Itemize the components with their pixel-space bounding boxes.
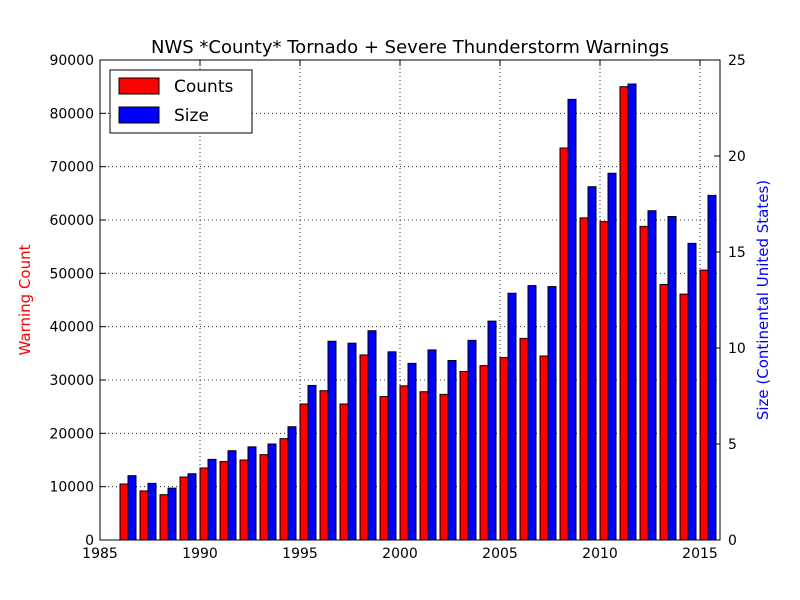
bar-counts <box>639 225 649 541</box>
bar-size <box>627 83 637 541</box>
y-left-tick-label: 70000 <box>49 160 94 176</box>
x-tick-label: 1995 <box>282 546 318 562</box>
bar-counts <box>679 293 689 541</box>
bar-size <box>687 242 697 541</box>
bar-counts <box>559 147 569 541</box>
bar-counts <box>599 221 609 541</box>
bar-counts <box>579 217 589 541</box>
bar-size <box>347 342 357 541</box>
y-axis-label-right: Size (Continental United States) <box>754 180 772 420</box>
y-left-tick-label: 0 <box>85 533 94 549</box>
bar-counts <box>419 391 429 541</box>
y-left-tick-label: 20000 <box>49 426 94 442</box>
bar-size <box>327 340 337 541</box>
x-tick-label: 2000 <box>382 546 418 562</box>
y-left-tick-label: 80000 <box>49 106 94 122</box>
bar-counts <box>399 385 409 541</box>
bar-size <box>207 458 217 541</box>
bar-counts <box>379 396 389 541</box>
bar-size <box>487 320 497 541</box>
bar-counts <box>519 337 529 541</box>
bar-counts <box>619 86 629 541</box>
bar-counts <box>179 476 189 541</box>
bar-size <box>307 384 317 541</box>
bar-size <box>587 186 597 541</box>
plot-frame <box>99 59 721 541</box>
x-tick-label: 2010 <box>582 546 618 562</box>
y-left-tick-label: 30000 <box>49 373 94 389</box>
bar-counts <box>439 393 449 541</box>
bar-size <box>647 210 657 541</box>
tick-labels: 1985 1990 1995 2000 2005 2010 2015010000200003… <box>49 53 745 562</box>
y-right-tick-label: 20 <box>728 149 746 165</box>
y-left-tick-label: 10000 <box>49 480 94 496</box>
bar-counts <box>299 403 309 541</box>
y-left-tick-label: 40000 <box>49 320 94 336</box>
legend-swatch-counts <box>118 77 160 95</box>
bar-counts <box>119 483 129 541</box>
bar-size <box>127 475 137 541</box>
x-tick-label: 2015 <box>682 546 718 562</box>
y-left-tick-label: 90000 <box>49 53 94 69</box>
bar-counts <box>339 403 349 541</box>
bar-counts <box>459 370 469 541</box>
bar-size <box>607 172 617 541</box>
bar-size <box>387 351 397 541</box>
legend-swatch-size <box>118 106 160 124</box>
y-left-tick-label: 60000 <box>49 213 94 229</box>
bars <box>119 83 717 541</box>
bar-size <box>227 450 237 541</box>
bar-counts <box>239 459 249 541</box>
y-right-tick-label: 10 <box>728 341 746 357</box>
bar-counts <box>359 354 369 541</box>
bar-counts <box>159 494 169 541</box>
bar-size <box>527 285 537 541</box>
legend-label-counts: Counts <box>174 77 233 97</box>
bar-size <box>467 339 477 541</box>
bar-size <box>707 194 717 541</box>
x-tick-label: 1990 <box>182 546 218 562</box>
y-right-tick-label: 5 <box>728 437 737 453</box>
bar-counts <box>219 461 229 541</box>
bar-counts <box>279 438 289 541</box>
bar-size <box>507 292 517 541</box>
bar-size <box>447 359 457 541</box>
legend: Counts Size <box>109 69 253 134</box>
bar-size <box>667 215 677 541</box>
y-right-tick-label: 15 <box>728 245 746 261</box>
x-tick-label: 2005 <box>482 546 518 562</box>
bar-counts <box>199 467 209 541</box>
bar-counts <box>319 390 329 541</box>
bar-size <box>287 426 297 541</box>
legend-label-size: Size <box>174 106 209 126</box>
bar-counts <box>479 365 489 541</box>
bar-size <box>187 473 197 541</box>
bar-counts <box>259 454 269 541</box>
bar-size <box>367 330 377 541</box>
bar-counts <box>499 357 509 541</box>
bar-size <box>267 443 277 541</box>
bar-counts <box>139 490 149 541</box>
bar-size <box>547 286 557 541</box>
bar-counts <box>699 269 709 541</box>
y-left-tick-label: 50000 <box>49 266 94 282</box>
y-right-tick-label: 0 <box>728 533 737 549</box>
chart-title: NWS *County* Tornado + Severe Thundersto… <box>151 37 669 58</box>
x-tick-label: 1985 <box>82 546 118 562</box>
bar-size <box>247 446 257 541</box>
bar-size <box>427 349 437 541</box>
y-right-tick-label: 25 <box>728 53 746 69</box>
y-axis-label-left: Warning Count <box>16 244 34 355</box>
bar-size <box>167 487 177 541</box>
bar-size <box>147 482 157 541</box>
bar-counts <box>539 355 549 541</box>
bar-size <box>567 98 577 541</box>
bar-size <box>407 362 417 541</box>
bar-counts <box>659 284 669 541</box>
